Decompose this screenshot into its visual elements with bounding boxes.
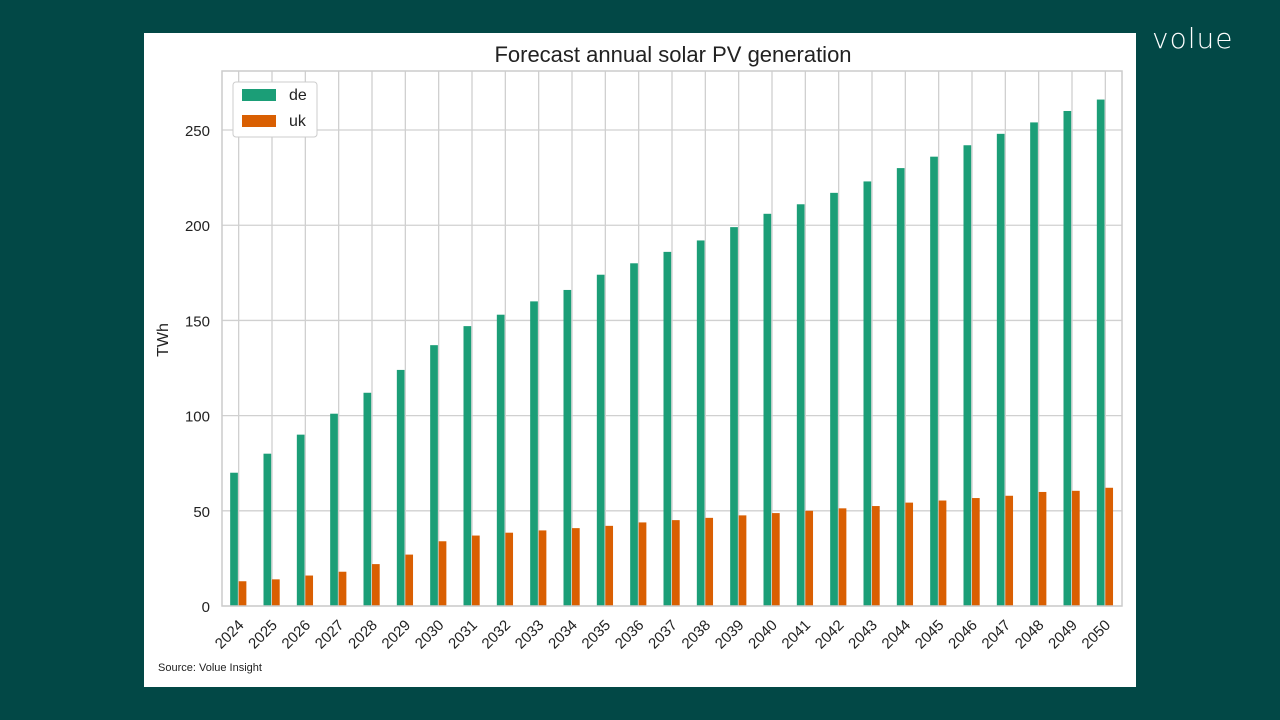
x-tick-label: 2027 xyxy=(312,617,348,653)
x-tick-label: 2033 xyxy=(512,617,548,653)
bar-uk-2043 xyxy=(872,506,880,606)
x-tick-label: 2043 xyxy=(845,617,881,653)
bar-uk-2039 xyxy=(738,515,747,606)
bar-uk-2035 xyxy=(605,525,614,606)
x-tick-label: 2032 xyxy=(479,617,515,653)
bar-de-2027 xyxy=(330,413,338,606)
bar-uk-2028 xyxy=(372,564,380,606)
bar-de-2028 xyxy=(363,392,372,606)
chart-title: Forecast annual solar PV generation xyxy=(494,42,851,67)
bar-de-2037 xyxy=(663,251,672,606)
legend-swatch-uk xyxy=(242,115,276,127)
legend-label-uk: uk xyxy=(289,113,307,130)
x-tick-label: 2047 xyxy=(979,617,1015,653)
bar-de-2050 xyxy=(1096,99,1105,606)
bar-uk-2033 xyxy=(538,530,547,606)
bar-uk-2044 xyxy=(905,502,914,606)
y-axis-label: TWh xyxy=(155,323,172,357)
x-tick-label: 2044 xyxy=(879,617,915,653)
bar-de-2049 xyxy=(1063,110,1072,606)
bar-de-2030 xyxy=(430,345,438,606)
bar-uk-2029 xyxy=(405,554,414,606)
bar-de-2035 xyxy=(596,274,605,606)
x-tick-label: 2026 xyxy=(279,617,315,653)
x-tick-label: 2030 xyxy=(412,617,448,653)
x-tick-label: 2050 xyxy=(1079,617,1115,653)
x-tick-label: 2039 xyxy=(712,617,748,653)
x-tick-label: 2035 xyxy=(579,617,615,653)
bar-uk-2037 xyxy=(672,520,680,606)
bar-de-2048 xyxy=(1030,122,1038,606)
bar-uk-2030 xyxy=(438,541,447,606)
legend-swatch-de xyxy=(242,89,276,101)
bar-de-2039 xyxy=(730,227,738,606)
bar-uk-2025 xyxy=(272,579,280,606)
bar-uk-2027 xyxy=(338,571,347,606)
y-tick-label: 250 xyxy=(185,123,210,140)
x-tick-label: 2031 xyxy=(445,617,481,653)
bar-de-2024 xyxy=(230,472,238,606)
x-tick-label: 2034 xyxy=(545,617,581,653)
x-tick-label: 2029 xyxy=(379,617,415,653)
source-note: Source: Volue Insight xyxy=(158,662,262,674)
bar-uk-2040 xyxy=(772,513,780,606)
x-tick-label: 2045 xyxy=(912,617,948,653)
bar-de-2034 xyxy=(563,289,572,606)
bar-uk-2042 xyxy=(838,508,847,606)
bar-de-2045 xyxy=(930,156,938,607)
volue-logo: volue xyxy=(1152,22,1234,55)
bar-uk-2050 xyxy=(1105,487,1114,606)
bar-de-2038 xyxy=(696,240,705,606)
bar-uk-2034 xyxy=(572,528,580,606)
x-tick-label: 2046 xyxy=(945,617,981,653)
y-tick-label: 100 xyxy=(185,409,210,426)
bar-de-2025 xyxy=(263,453,272,606)
x-tick-label: 2028 xyxy=(345,617,381,653)
bar-de-2032 xyxy=(496,314,505,606)
plot-frame xyxy=(221,70,1123,607)
legend: de uk xyxy=(232,81,318,138)
bar-de-2029 xyxy=(396,369,405,606)
x-tick-label: 2024 xyxy=(212,617,248,653)
y-tick-label: 50 xyxy=(193,504,210,521)
bar-de-2046 xyxy=(963,145,972,606)
x-tick-label: 2037 xyxy=(645,617,681,653)
bar-de-2033 xyxy=(530,301,538,606)
x-tick-label: 2042 xyxy=(812,617,848,653)
bar-de-2040 xyxy=(763,213,772,607)
bar-uk-2026 xyxy=(305,575,314,606)
bar-de-2044 xyxy=(896,168,905,606)
bar-uk-2047 xyxy=(1005,495,1014,606)
bar-uk-2036 xyxy=(638,522,647,606)
bar-uk-2032 xyxy=(505,532,514,606)
y-tick-label: 0 xyxy=(202,599,210,616)
bar-de-2026 xyxy=(296,434,305,606)
x-tick-label: 2049 xyxy=(1045,617,1081,653)
bar-uk-2038 xyxy=(705,517,714,606)
bar-uk-2031 xyxy=(472,535,480,606)
bar-de-2036 xyxy=(630,263,638,606)
legend-label-de: de xyxy=(289,87,307,104)
y-tick-label: 200 xyxy=(185,218,210,235)
bar-uk-2041 xyxy=(805,510,814,606)
y-tick-label: 150 xyxy=(185,313,210,330)
x-tick-label: 2048 xyxy=(1012,617,1048,653)
bar-de-2041 xyxy=(796,204,805,606)
bar-uk-2024 xyxy=(238,581,247,606)
bar-de-2031 xyxy=(463,326,472,606)
x-tick-label: 2025 xyxy=(245,617,281,653)
x-tick-label: 2036 xyxy=(612,617,648,653)
bar-uk-2045 xyxy=(938,500,947,606)
bar-uk-2049 xyxy=(1072,490,1080,606)
bar-uk-2046 xyxy=(972,498,980,606)
x-tick-label: 2038 xyxy=(679,617,715,653)
bar-de-2047 xyxy=(996,133,1005,607)
bar-de-2042 xyxy=(830,192,838,607)
x-tick-label: 2041 xyxy=(779,617,815,653)
bar-uk-2048 xyxy=(1038,491,1047,606)
bar-de-2043 xyxy=(863,181,872,606)
x-tick-label: 2040 xyxy=(745,617,781,653)
